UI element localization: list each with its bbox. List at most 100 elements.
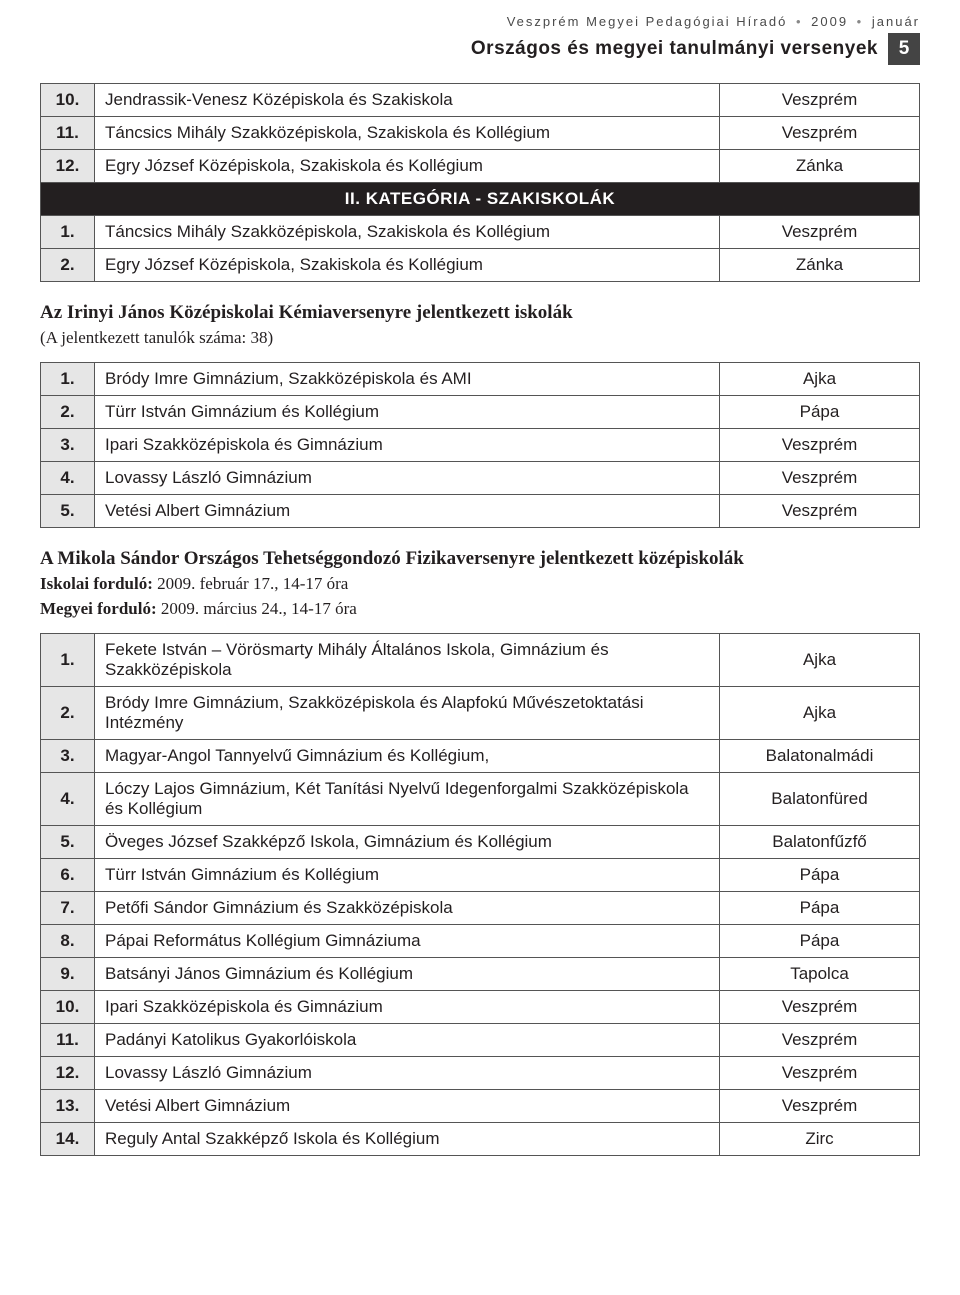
row-number: 1. bbox=[41, 216, 95, 249]
row-number: 12. bbox=[41, 150, 95, 183]
journal-month: január bbox=[872, 14, 920, 29]
category-header-row: II. KATEGÓRIA - SZAKISKOLÁK bbox=[41, 183, 920, 216]
row-city: Veszprém bbox=[720, 462, 920, 495]
row-number: 5. bbox=[41, 495, 95, 528]
row-city: Veszprém bbox=[720, 84, 920, 117]
row-number: 3. bbox=[41, 429, 95, 462]
row-name: Petőfi Sándor Gimnázium és Szakközépisko… bbox=[95, 892, 720, 925]
section2-subtitle: (A jelentkezett tanulók száma: 38) bbox=[40, 326, 920, 351]
row-number: 9. bbox=[41, 958, 95, 991]
table-row: 9.Batsányi János Gimnázium és KollégiumT… bbox=[41, 958, 920, 991]
row-number: 2. bbox=[41, 249, 95, 282]
table-row: 8.Pápai Református Kollégium GimnáziumaP… bbox=[41, 925, 920, 958]
row-name: Lóczy Lajos Gimnázium, Két Tanítási Nyel… bbox=[95, 773, 720, 826]
row-city: Zirc bbox=[720, 1123, 920, 1156]
row-number: 10. bbox=[41, 84, 95, 117]
row-number: 7. bbox=[41, 892, 95, 925]
row-name: Bródy Imre Gimnázium, Szakközépiskola és… bbox=[95, 363, 720, 396]
header-bar: Országos és megyei tanulmányi versenyek … bbox=[40, 33, 920, 65]
row-city: Zánka bbox=[720, 150, 920, 183]
row-city: Balatonfűzfő bbox=[720, 826, 920, 859]
section3-subtitle: Iskolai forduló: 2009. február 17., 14-1… bbox=[40, 572, 920, 621]
row-name: Padányi Katolikus Gyakorlóiskola bbox=[95, 1024, 720, 1057]
row-city: Veszprém bbox=[720, 216, 920, 249]
table-row: 7.Petőfi Sándor Gimnázium és Szakközépis… bbox=[41, 892, 920, 925]
table-3: 1.Fekete István – Vörösmarty Mihály Álta… bbox=[40, 633, 920, 1156]
journal-year: 2009 bbox=[811, 14, 848, 29]
row-number: 2. bbox=[41, 687, 95, 740]
round2-rest: 2009. március 24., 14-17 óra bbox=[157, 599, 357, 618]
table-row: 1.Táncsics Mihály Szakközépiskola, Szaki… bbox=[41, 216, 920, 249]
row-city: Veszprém bbox=[720, 495, 920, 528]
row-number: 4. bbox=[41, 462, 95, 495]
page-number: 5 bbox=[888, 33, 920, 65]
journal-name: Veszprém Megyei Pedagógiai Híradó bbox=[507, 14, 788, 29]
row-city: Tapolca bbox=[720, 958, 920, 991]
row-name: Bródy Imre Gimnázium, Szakközépiskola és… bbox=[95, 687, 720, 740]
row-number: 2. bbox=[41, 396, 95, 429]
category-header-label: II. KATEGÓRIA - SZAKISKOLÁK bbox=[41, 183, 920, 216]
row-number: 1. bbox=[41, 634, 95, 687]
table-row: 12.Lovassy László GimnáziumVeszprém bbox=[41, 1057, 920, 1090]
table-2: 1.Bródy Imre Gimnázium, Szakközépiskola … bbox=[40, 362, 920, 528]
table-row: 11.Padányi Katolikus GyakorlóiskolaVeszp… bbox=[41, 1024, 920, 1057]
table-row: 3.Magyar-Angol Tannyelvű Gimnázium és Ko… bbox=[41, 740, 920, 773]
round2-label: Megyei forduló: bbox=[40, 599, 157, 618]
row-number: 3. bbox=[41, 740, 95, 773]
table-row: 10.Ipari Szakközépiskola és GimnáziumVes… bbox=[41, 991, 920, 1024]
table-row: 2.Bródy Imre Gimnázium, Szakközépiskola … bbox=[41, 687, 920, 740]
row-name: Magyar-Angol Tannyelvű Gimnázium és Koll… bbox=[95, 740, 720, 773]
table-row: 2.Egry József Középiskola, Szakiskola és… bbox=[41, 249, 920, 282]
row-name: Ipari Szakközépiskola és Gimnázium bbox=[95, 991, 720, 1024]
row-number: 8. bbox=[41, 925, 95, 958]
table-row: 14.Reguly Antal Szakképző Iskola és Koll… bbox=[41, 1123, 920, 1156]
row-name: Öveges József Szakképző Iskola, Gimnáziu… bbox=[95, 826, 720, 859]
row-name: Lovassy László Gimnázium bbox=[95, 1057, 720, 1090]
row-number: 4. bbox=[41, 773, 95, 826]
row-name: Türr István Gimnázium és Kollégium bbox=[95, 859, 720, 892]
table-row: 11.Táncsics Mihály Szakközépiskola, Szak… bbox=[41, 117, 920, 150]
row-name: Egry József Középiskola, Szakiskola és K… bbox=[95, 249, 720, 282]
table-row: 2.Türr István Gimnázium és KollégiumPápa bbox=[41, 396, 920, 429]
row-number: 14. bbox=[41, 1123, 95, 1156]
row-city: Pápa bbox=[720, 892, 920, 925]
table-row: 6.Türr István Gimnázium és KollégiumPápa bbox=[41, 859, 920, 892]
table-row: 5.Öveges József Szakképző Iskola, Gimnáz… bbox=[41, 826, 920, 859]
row-name: Fekete István – Vörösmarty Mihály Általá… bbox=[95, 634, 720, 687]
row-city: Balatonalmádi bbox=[720, 740, 920, 773]
row-number: 6. bbox=[41, 859, 95, 892]
section2-title: Az Irinyi János Középiskolai Kémiaversen… bbox=[40, 300, 920, 326]
row-name: Vetési Albert Gimnázium bbox=[95, 495, 720, 528]
table-row: 10.Jendrassik-Venesz Középiskola és Szak… bbox=[41, 84, 920, 117]
row-name: Egry József Középiskola, Szakiskola és K… bbox=[95, 150, 720, 183]
round1-rest: 2009. február 17., 14-17 óra bbox=[153, 574, 348, 593]
row-city: Pápa bbox=[720, 396, 920, 429]
table-row: 4.Lóczy Lajos Gimnázium, Két Tanítási Ny… bbox=[41, 773, 920, 826]
row-name: Táncsics Mihály Szakközépiskola, Szakisk… bbox=[95, 117, 720, 150]
row-number: 5. bbox=[41, 826, 95, 859]
row-name: Pápai Református Kollégium Gimnáziuma bbox=[95, 925, 720, 958]
row-city: Ajka bbox=[720, 363, 920, 396]
table-row: 1.Bródy Imre Gimnázium, Szakközépiskola … bbox=[41, 363, 920, 396]
separator-dot: • bbox=[796, 14, 803, 29]
table-row: 12.Egry József Középiskola, Szakiskola é… bbox=[41, 150, 920, 183]
row-city: Pápa bbox=[720, 859, 920, 892]
row-name: Táncsics Mihály Szakközépiskola, Szakisk… bbox=[95, 216, 720, 249]
row-name: Reguly Antal Szakképző Iskola és Kollégi… bbox=[95, 1123, 720, 1156]
row-city: Veszprém bbox=[720, 1090, 920, 1123]
row-city: Pápa bbox=[720, 925, 920, 958]
row-city: Veszprém bbox=[720, 1057, 920, 1090]
row-city: Ajka bbox=[720, 634, 920, 687]
row-name: Batsányi János Gimnázium és Kollégium bbox=[95, 958, 720, 991]
round1-label: Iskolai forduló: bbox=[40, 574, 153, 593]
table-row: 3.Ipari Szakközépiskola és GimnáziumVesz… bbox=[41, 429, 920, 462]
header-running-title: Veszprém Megyei Pedagógiai Híradó • 2009… bbox=[40, 14, 920, 29]
row-city: Veszprém bbox=[720, 1024, 920, 1057]
row-city: Zánka bbox=[720, 249, 920, 282]
row-city: Ajka bbox=[720, 687, 920, 740]
row-number: 1. bbox=[41, 363, 95, 396]
separator-dot: • bbox=[857, 14, 864, 29]
section3-title: A Mikola Sándor Országos Tehetséggondozó… bbox=[40, 546, 920, 572]
row-name: Vetési Albert Gimnázium bbox=[95, 1090, 720, 1123]
row-name: Lovassy László Gimnázium bbox=[95, 462, 720, 495]
